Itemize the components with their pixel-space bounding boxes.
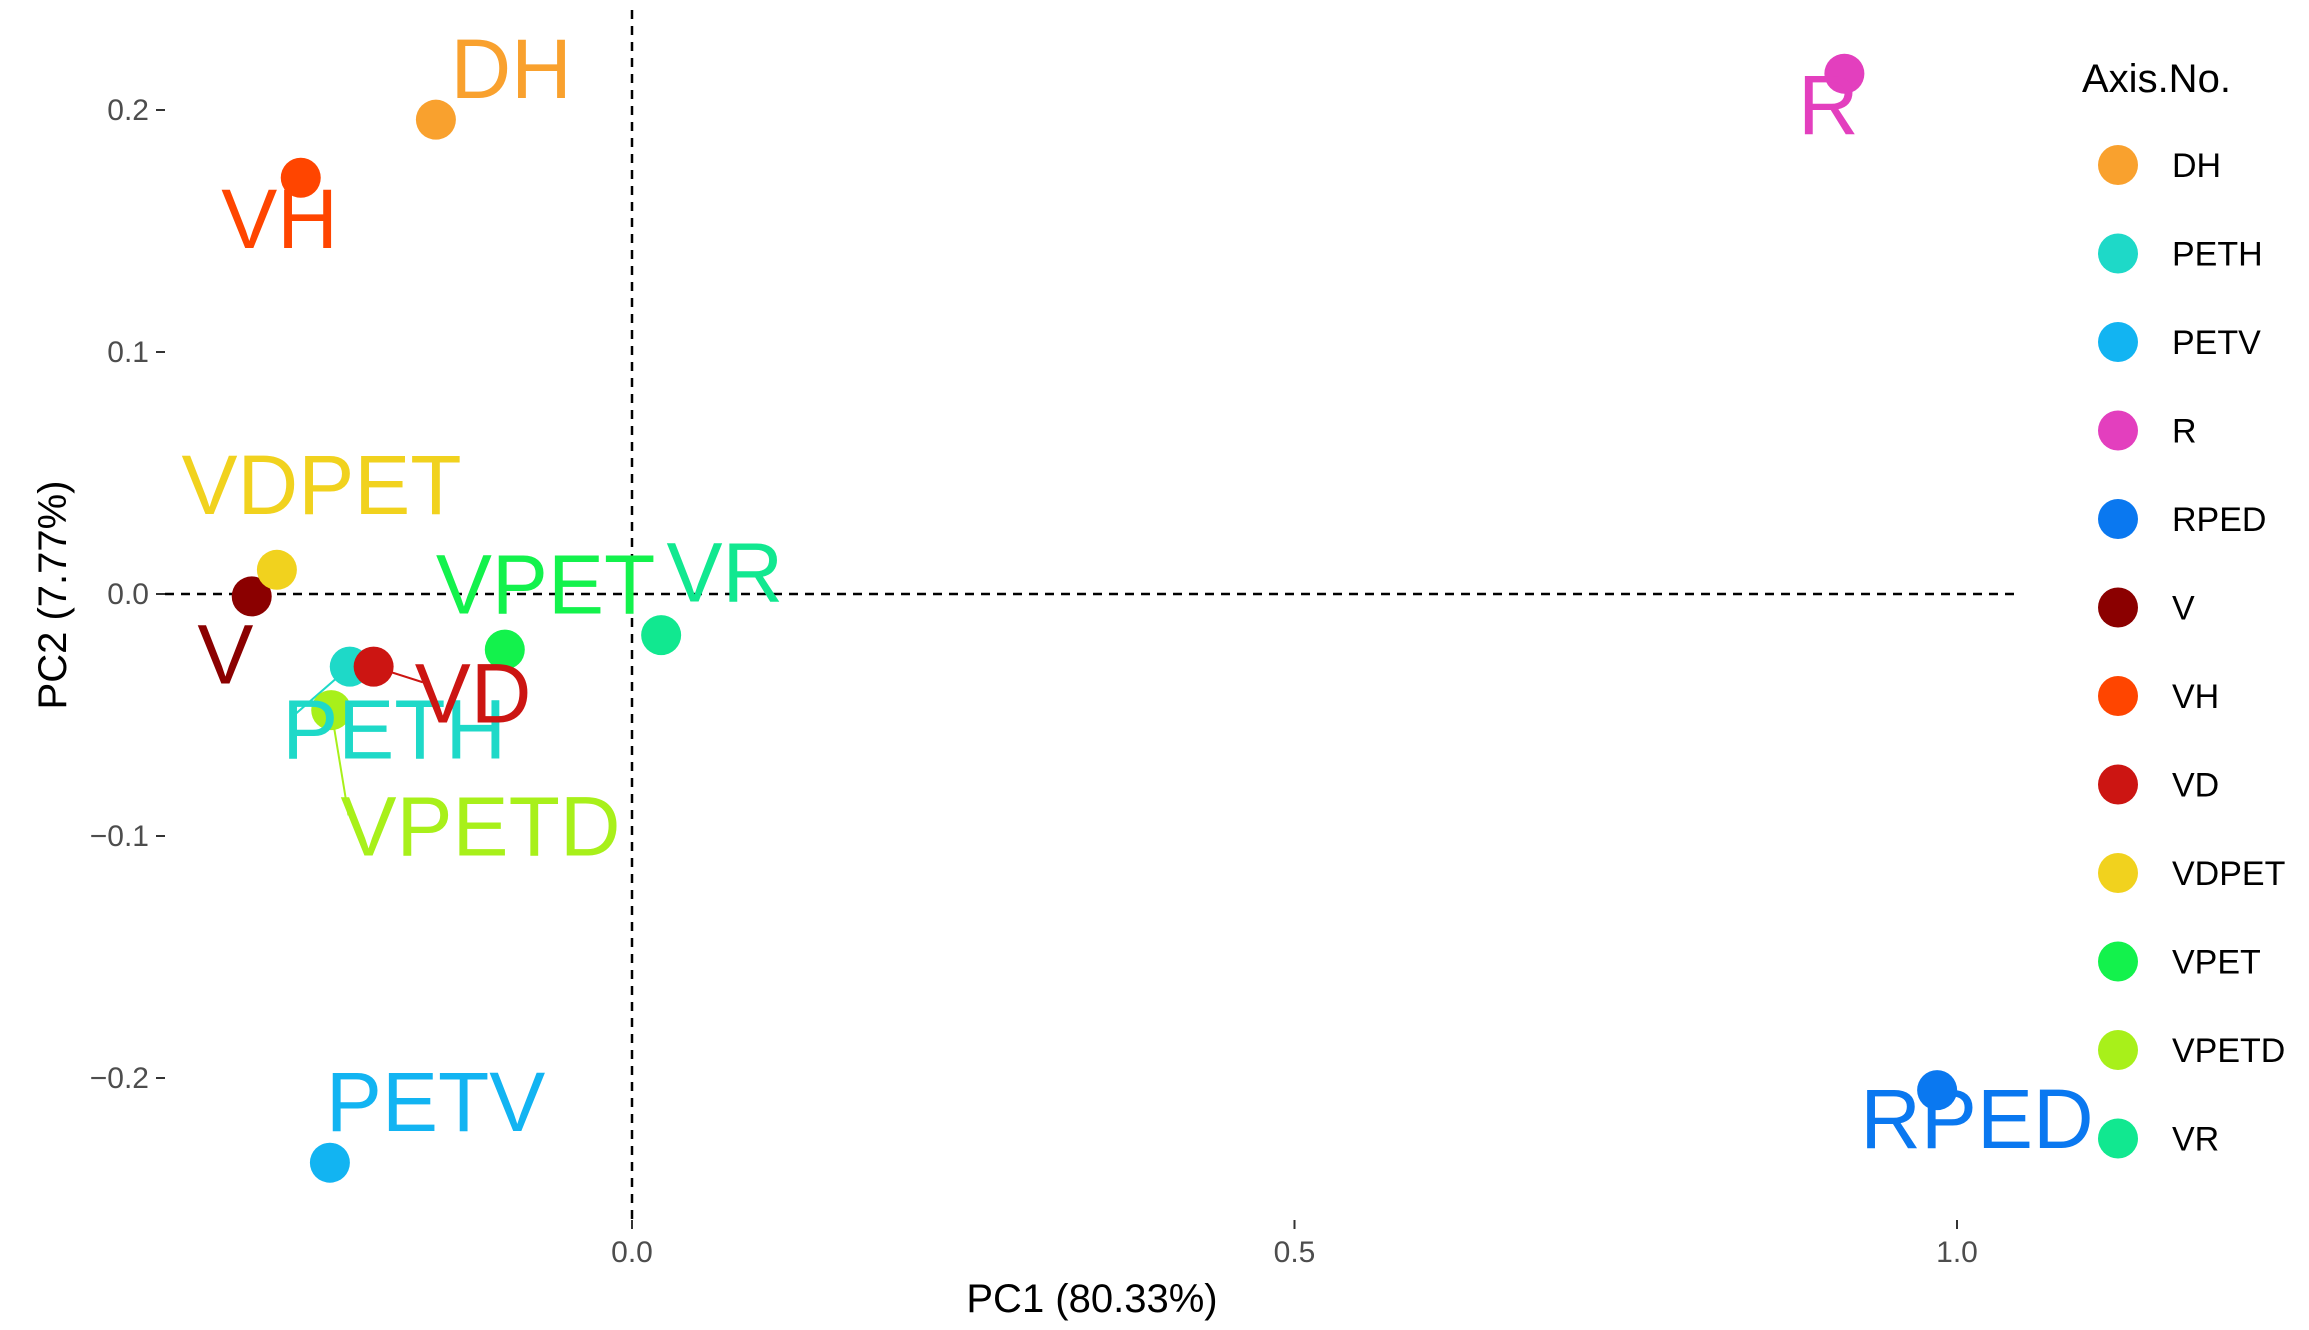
legend-key-peth	[2098, 233, 2138, 274]
legend-label-vpet: VPET	[2172, 944, 2261, 982]
legend-key-vpetd	[2098, 1030, 2138, 1070]
legend-item-r: R	[2098, 410, 2197, 451]
legend-label-peth: PETH	[2172, 236, 2263, 274]
legend-label-dh: DH	[2172, 147, 2221, 185]
legend-label-petv: PETV	[2172, 324, 2261, 362]
legend-item-vpetd: VPETD	[2098, 1030, 2285, 1070]
x-axis-title: PC1 (80.33%)	[966, 1277, 1217, 1321]
legend-label-rped: RPED	[2172, 501, 2266, 539]
legend-item-v: V	[2098, 587, 2195, 628]
y-tick-label: 0.1	[107, 336, 149, 369]
legend-label-vh: VH	[2172, 678, 2219, 716]
point-label-vpetd: VPETD	[341, 779, 621, 873]
point-label-dh: DH	[450, 22, 571, 116]
legend-key-vr	[2098, 1118, 2138, 1159]
legend: Axis.No. DH PETH PETV R RPED V VH VD VDPET VPET VP…	[2082, 57, 2285, 1159]
legend-key-dh	[2098, 145, 2138, 185]
point-v	[231, 576, 272, 617]
legend-item-vpet: VPET	[2098, 941, 2261, 982]
legend-label-vd: VD	[2172, 767, 2219, 805]
point-rped	[1917, 1070, 1958, 1111]
legend-item-vdpet: VDPET	[2098, 853, 2285, 893]
point-vh	[280, 157, 321, 198]
legend-item-peth: PETH	[2098, 233, 2263, 274]
y-axis: 0.2 0.1 0.0 −0.1 −0.2	[90, 94, 165, 1095]
legend-key-rped	[2098, 499, 2138, 539]
point-label-v: V	[197, 608, 253, 702]
legend-item-vh: VH	[2098, 676, 2219, 716]
point-label-vh: VH	[221, 172, 338, 266]
legend-items: DH PETH PETV R RPED V VH VD VDPET VPET VPETD VR	[2098, 145, 2285, 1159]
point-label-vr: VR	[666, 525, 783, 619]
legend-label-vpetd: VPETD	[2172, 1032, 2285, 1070]
legend-item-dh: DH	[2098, 145, 2221, 185]
x-tick-label: 0.0	[611, 1236, 653, 1269]
point-label-peth: PETH	[282, 683, 506, 777]
legend-key-petv	[2098, 322, 2138, 362]
y-tick-label: −0.1	[90, 820, 149, 853]
point-vr	[641, 615, 682, 656]
x-tick-label: 0.5	[1274, 1236, 1316, 1269]
legend-key-vd	[2098, 764, 2138, 805]
legend-key-vdpet	[2098, 853, 2138, 893]
y-axis-title: PC2 (7.77%)	[31, 481, 75, 710]
legend-item-vr: VR	[2098, 1118, 2219, 1159]
point-petv	[309, 1142, 350, 1183]
legend-title: Axis.No.	[2082, 57, 2231, 101]
y-tick-label: 0.0	[107, 578, 149, 611]
legend-key-vh	[2098, 676, 2138, 716]
point-label-vdpet: VDPET	[182, 438, 462, 532]
point-vpet	[484, 629, 525, 670]
point-dh	[415, 99, 456, 140]
legend-item-rped: RPED	[2098, 499, 2266, 539]
legend-key-vpet	[2098, 941, 2138, 982]
point-label-petv: PETV	[326, 1055, 545, 1149]
legend-item-vd: VD	[2098, 764, 2219, 805]
point-label-vpet: VPET	[436, 537, 655, 631]
legend-label-r: R	[2172, 413, 2197, 451]
x-tick-label: 1.0	[1936, 1236, 1978, 1269]
x-axis: 0.0 0.5 1.0	[611, 1220, 1978, 1269]
point-vpetd	[311, 690, 352, 731]
point-label-vd: VD	[415, 646, 532, 740]
data-points	[231, 53, 1958, 1183]
point-label-r: R	[1798, 58, 1859, 152]
legend-key-v	[2098, 587, 2138, 628]
legend-label-vr: VR	[2172, 1121, 2219, 1159]
y-tick-label: 0.2	[107, 94, 149, 127]
y-tick-label: −0.2	[90, 1062, 149, 1095]
point-r	[1824, 53, 1865, 94]
point-label-rped: RPED	[1860, 1072, 2093, 1166]
legend-label-v: V	[2172, 590, 2195, 628]
point-vdpet	[256, 549, 297, 590]
legend-key-r	[2098, 410, 2138, 451]
reference-lines	[165, 10, 2020, 1220]
point-vd	[353, 646, 394, 687]
legend-label-vdpet: VDPET	[2172, 855, 2285, 893]
legend-item-petv: PETV	[2098, 322, 2261, 362]
